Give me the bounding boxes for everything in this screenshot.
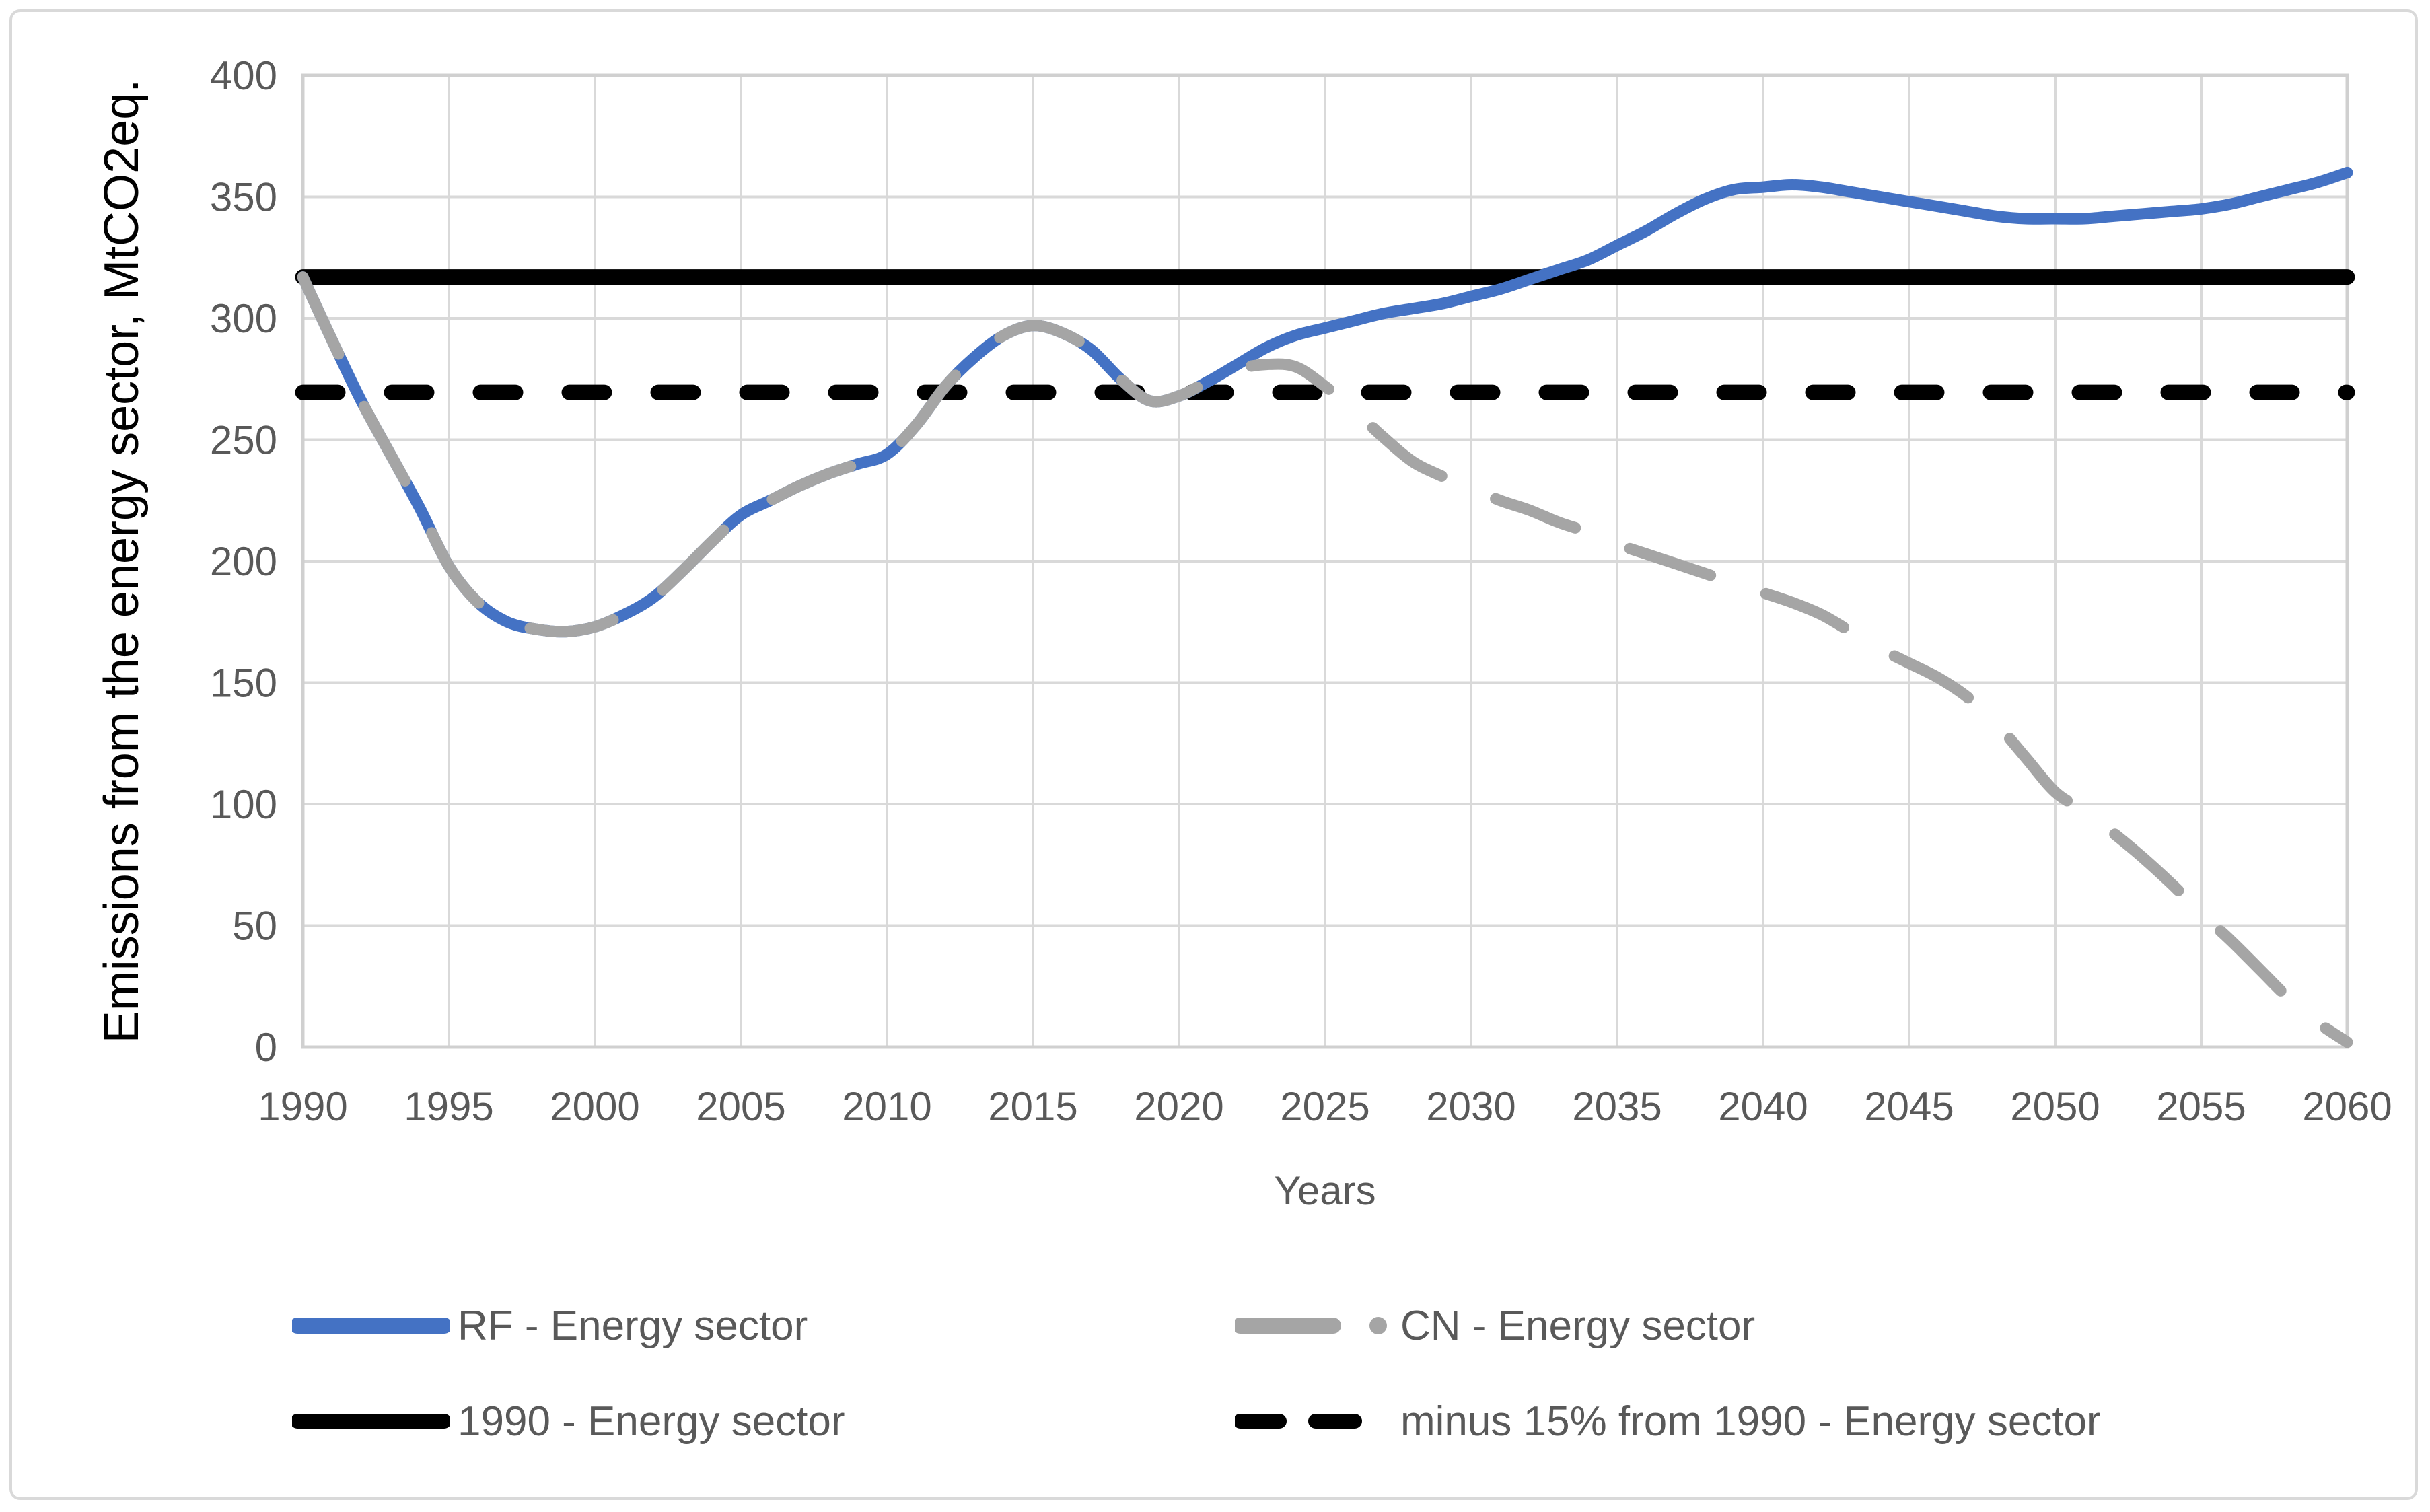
x-tick-label: 1990 <box>258 1084 347 1129</box>
plot-border <box>301 73 2349 1049</box>
y-tick-label: 150 <box>210 661 277 706</box>
x-axis-title: Years <box>1274 1168 1375 1213</box>
y-tick-label: 350 <box>210 175 277 220</box>
y-tick-label: 0 <box>255 1025 277 1070</box>
x-tick-label: 2050 <box>2010 1084 2100 1129</box>
x-tick-label: 2010 <box>842 1084 931 1129</box>
y-tick-label: 100 <box>210 782 277 827</box>
x-tick-label: 2060 <box>2302 1084 2392 1129</box>
x-tick-label: 2045 <box>1864 1084 1954 1129</box>
legend-item-minus15: minus 15% from 1990 - Energy sector <box>1235 1397 2101 1445</box>
y-tick-label: 300 <box>210 296 277 341</box>
series-line-1 <box>297 271 2353 1048</box>
legend-label-rf: RF - Energy sector <box>458 1302 808 1349</box>
x-tick-label: 2055 <box>2156 1084 2246 1129</box>
x-tick-label: 2000 <box>550 1084 639 1129</box>
x-tick-label: 2025 <box>1280 1084 1369 1129</box>
legend-item-1990: 1990 - Energy sector <box>292 1397 845 1445</box>
x-tick-label: 2040 <box>1718 1084 1808 1129</box>
solid-line-icon <box>292 1414 450 1429</box>
y-tick-label: 200 <box>210 539 277 584</box>
x-tick-label: 2005 <box>696 1084 785 1129</box>
legend-item-rf: RF - Energy sector <box>292 1301 808 1350</box>
x-tick-label: 2015 <box>988 1084 1077 1129</box>
legend-label-minus15: minus 15% from 1990 - Energy sector <box>1400 1398 2101 1445</box>
y-axis-title: Emissions from the energy sector, MtCO2e… <box>95 79 149 1044</box>
dashed-line-icon <box>1235 1414 1392 1429</box>
y-tick-label: 50 <box>232 904 277 949</box>
rf-line-icon <box>292 1318 450 1334</box>
y-tick-label: 400 <box>210 53 277 98</box>
legend-item-cn: CN - Energy sector <box>1235 1301 1755 1350</box>
x-tick-label: 2030 <box>1426 1084 1515 1129</box>
x-tick-label: 2035 <box>1572 1084 1661 1129</box>
y-tick-label: 250 <box>210 418 277 463</box>
x-tick-label: 2020 <box>1134 1084 1223 1129</box>
x-tick-label: 1995 <box>404 1084 493 1129</box>
legend-label-1990: 1990 - Energy sector <box>458 1398 845 1445</box>
cn-dash-dot-icon <box>1235 1317 1387 1334</box>
figure-border <box>9 9 2418 1500</box>
legend-label-cn: CN - Energy sector <box>1400 1302 1756 1349</box>
